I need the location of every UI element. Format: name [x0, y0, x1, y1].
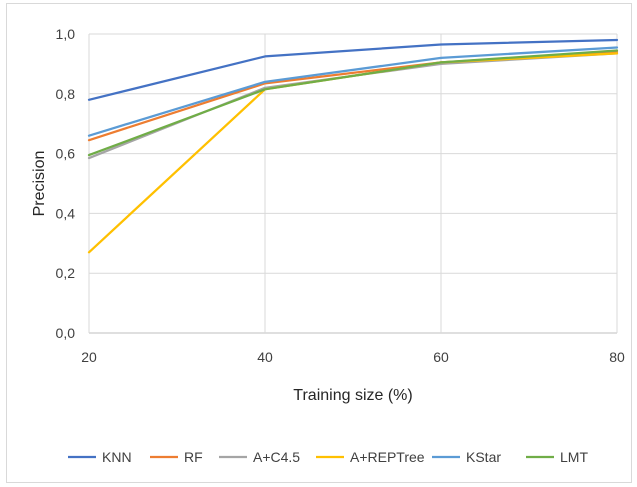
legend: KNN RF A+C4.5 A+REPTree KStar LMT: [68, 449, 588, 465]
y-tick-label: 0,6: [56, 146, 76, 162]
legend-item: KNN: [68, 449, 132, 465]
legend-item: KStar: [432, 449, 501, 465]
legend-label: A+C4.5: [253, 449, 300, 465]
y-axis-title: Precision: [31, 151, 48, 217]
series-lines: [87, 38, 619, 254]
y-tick-label: 0,4: [56, 205, 76, 221]
grid-lines: [88, 33, 618, 334]
x-tick-label: 60: [433, 349, 449, 365]
legend-item: A+C4.5: [219, 449, 300, 465]
legend-label: LMT: [560, 449, 588, 465]
y-axis-tick-labels: 0,0 0,2 0,4 0,6 0,8 1,0: [56, 26, 76, 341]
x-tick-label: 20: [81, 349, 97, 365]
x-axis-tick-labels: 20 40 60 80: [81, 349, 625, 365]
legend-label: RF: [184, 449, 203, 465]
legend-item: LMT: [526, 449, 588, 465]
legend-label: A+REPTree: [350, 449, 425, 465]
x-axis-title: Training size (%): [293, 387, 412, 404]
y-tick-label: 0,8: [56, 86, 76, 102]
series-line-knn: [87, 38, 619, 101]
legend-label: KNN: [102, 449, 132, 465]
legend-item: RF: [150, 449, 203, 465]
chart-frame: [6, 3, 632, 483]
y-tick-label: 1,0: [56, 26, 76, 42]
y-tick-label: 0,2: [56, 265, 76, 281]
series-line-kstar: [87, 46, 619, 137]
y-tick-label: 0,0: [56, 325, 76, 341]
x-tick-label: 40: [257, 349, 273, 365]
legend-item: A+REPTree: [316, 449, 425, 465]
x-tick-label: 80: [609, 349, 625, 365]
legend-label: KStar: [466, 449, 501, 465]
series-line-lmt: [87, 49, 619, 157]
series-line-a-reptree: [87, 52, 619, 254]
